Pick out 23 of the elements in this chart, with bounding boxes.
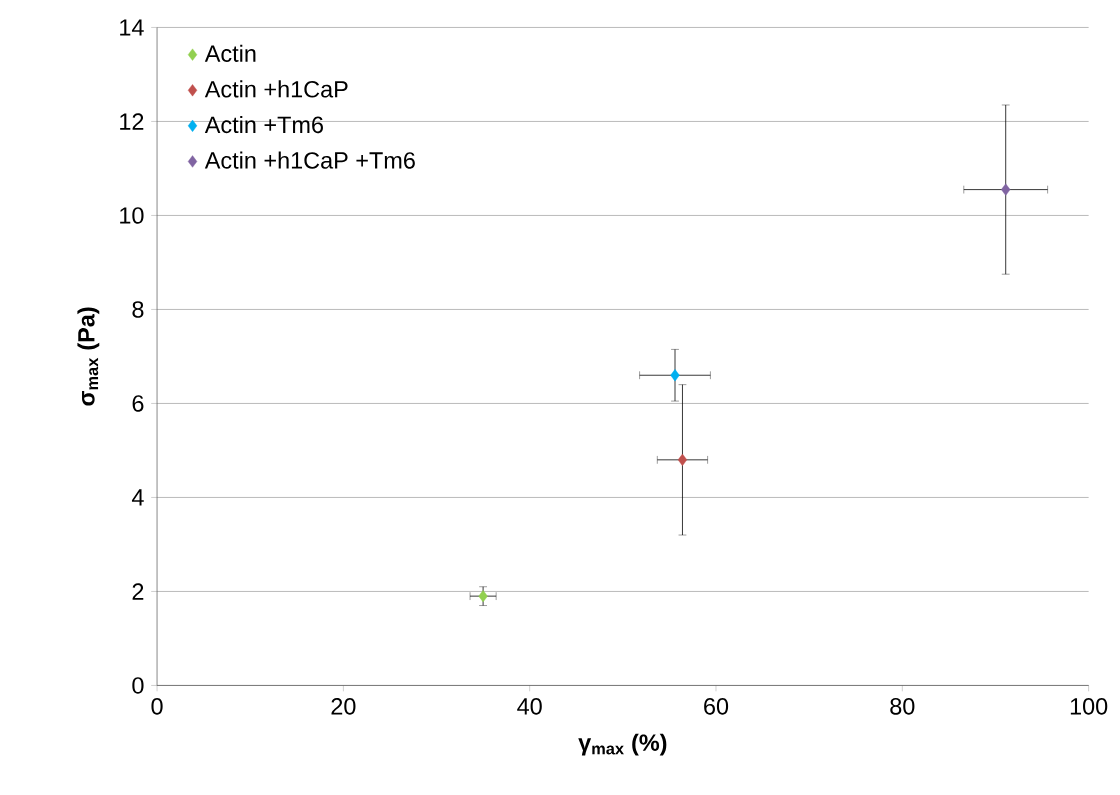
x-tick-label: 20 (331, 697, 356, 715)
x-tick-label: 40 (517, 697, 542, 715)
y-tick-label: 4 (131, 489, 144, 506)
y-tick-label: 10 (120, 207, 144, 224)
y-axis-title: σ$_{max}$ (Pa) (77, 307, 100, 406)
x-tick-label: 0 (151, 697, 163, 715)
y-tick-label: 14 (120, 19, 144, 36)
y-tick-label: 2 (132, 583, 144, 600)
legend-label: Actin (204, 44, 256, 62)
x-tick-label: 60 (704, 697, 729, 715)
legend-label: Actin +h1CaP +Tm6 (204, 151, 415, 169)
legend-label: Actin +h1CaP (204, 80, 348, 98)
point (677, 453, 688, 466)
y-tick-label: 8 (132, 301, 144, 318)
x-tick-label: 80 (890, 697, 915, 715)
point (670, 369, 680, 382)
y-tick-label: 0 (132, 677, 144, 694)
y-tick-label: 12 (120, 113, 144, 130)
point (1001, 183, 1011, 196)
y-tick-label: 6 (132, 395, 144, 412)
x-axis-title: γ$_{max}$ (%) (578, 733, 667, 756)
x-tick-label: 100 (1070, 697, 1108, 715)
legend-label: Actin +Tm6 (204, 115, 323, 133)
